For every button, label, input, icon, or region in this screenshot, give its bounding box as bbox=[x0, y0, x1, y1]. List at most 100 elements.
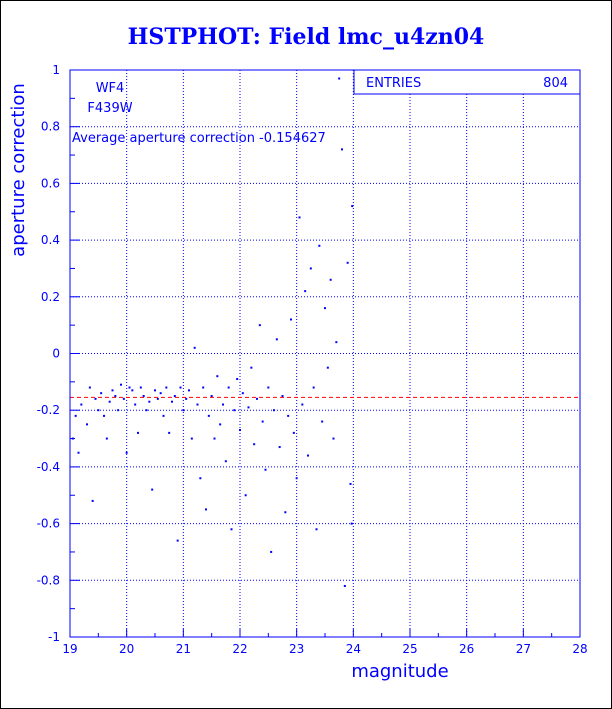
y-tick-label: 0 bbox=[52, 347, 60, 361]
data-point bbox=[216, 375, 219, 378]
data-point bbox=[171, 400, 173, 403]
data-point bbox=[128, 386, 131, 389]
average-annotation: Average aperture correction -0.154627 bbox=[72, 131, 326, 146]
data-point bbox=[264, 468, 267, 471]
data-point bbox=[165, 386, 168, 389]
x-tick-label: 24 bbox=[346, 642, 361, 656]
data-point bbox=[114, 395, 117, 398]
data-points bbox=[71, 77, 354, 587]
data-point bbox=[103, 414, 105, 417]
data-point bbox=[97, 409, 100, 412]
data-point bbox=[205, 508, 207, 511]
data-point bbox=[185, 397, 188, 400]
data-point bbox=[145, 409, 148, 412]
y-tick-label: 0.2 bbox=[41, 290, 60, 304]
data-point bbox=[324, 307, 326, 310]
data-point bbox=[329, 278, 332, 281]
data-point bbox=[117, 409, 120, 412]
data-point bbox=[258, 324, 261, 327]
y-tick-label: -0.2 bbox=[37, 403, 60, 417]
y-tick-label: 0.8 bbox=[41, 120, 60, 134]
data-point bbox=[244, 494, 247, 497]
data-point bbox=[292, 431, 295, 434]
data-point bbox=[326, 366, 329, 369]
x-tick-label: 20 bbox=[119, 642, 134, 656]
data-point bbox=[74, 414, 77, 417]
y-tick-label: 0.6 bbox=[41, 176, 60, 190]
data-point bbox=[315, 528, 318, 531]
data-point bbox=[105, 437, 108, 440]
data-point bbox=[190, 437, 193, 440]
data-point bbox=[91, 499, 94, 502]
y-tick-label: 0.4 bbox=[41, 233, 60, 247]
x-tick-label: 21 bbox=[176, 642, 191, 656]
data-point bbox=[151, 488, 154, 491]
y-tick-label: 1 bbox=[52, 63, 60, 77]
data-point bbox=[193, 346, 196, 349]
data-point bbox=[122, 397, 125, 400]
x-tick-label: 25 bbox=[402, 642, 417, 656]
stats-box bbox=[353, 69, 581, 95]
data-point bbox=[227, 386, 230, 389]
data-point bbox=[284, 511, 287, 514]
data-point bbox=[219, 423, 222, 426]
data-point bbox=[309, 267, 312, 270]
data-point bbox=[298, 216, 301, 219]
data-point bbox=[278, 446, 281, 449]
data-point bbox=[307, 454, 309, 457]
data-point bbox=[134, 403, 137, 406]
data-point bbox=[312, 386, 315, 389]
data-point bbox=[94, 397, 97, 400]
grid bbox=[69, 69, 581, 638]
x-tick-label: 19 bbox=[62, 642, 77, 656]
data-point bbox=[349, 482, 352, 485]
data-point bbox=[351, 205, 354, 208]
y-tick-label: -0.8 bbox=[37, 573, 60, 587]
data-point bbox=[304, 290, 307, 293]
data-point bbox=[350, 522, 353, 525]
chart-title: HSTPHOT: Field lmc_u4zn04 bbox=[127, 24, 485, 50]
x-tick-label: 27 bbox=[516, 642, 531, 656]
data-point bbox=[230, 528, 233, 531]
data-point bbox=[332, 437, 335, 440]
data-point bbox=[213, 437, 216, 440]
data-point bbox=[341, 148, 343, 151]
data-point bbox=[188, 389, 190, 392]
x-tick-label: 28 bbox=[572, 642, 587, 656]
data-point bbox=[111, 389, 114, 392]
data-point bbox=[120, 383, 122, 386]
data-point bbox=[199, 477, 202, 480]
data-point bbox=[222, 403, 224, 406]
data-point bbox=[173, 395, 176, 398]
data-point bbox=[100, 392, 103, 395]
data-point bbox=[179, 386, 182, 389]
data-point bbox=[86, 423, 88, 426]
stats-entries-label: ENTRIES bbox=[366, 76, 421, 91]
data-point bbox=[176, 539, 179, 542]
data-point bbox=[77, 451, 80, 454]
data-point bbox=[321, 420, 324, 423]
data-point bbox=[80, 403, 83, 406]
data-point bbox=[275, 338, 278, 341]
data-point bbox=[343, 584, 346, 587]
data-point bbox=[88, 386, 91, 389]
data-point bbox=[295, 477, 298, 480]
data-point bbox=[224, 460, 227, 463]
data-point bbox=[125, 451, 128, 454]
axes: 19 20 21 22 23 24 25 26 27 28 -1 -0.8 -0.6 -0.4 -0.2 0 0… bbox=[8, 63, 588, 682]
x-tick-label: 26 bbox=[459, 642, 474, 656]
data-point bbox=[247, 406, 250, 409]
data-point bbox=[207, 414, 210, 417]
data-point bbox=[287, 414, 290, 417]
y-tick-label: -0.6 bbox=[37, 517, 60, 531]
data-point bbox=[168, 431, 171, 434]
x-tick-label: 22 bbox=[232, 642, 247, 656]
data-point bbox=[239, 429, 241, 432]
data-point bbox=[281, 395, 284, 398]
data-point bbox=[241, 392, 244, 395]
data-point bbox=[253, 443, 256, 446]
data-point bbox=[250, 366, 253, 369]
data-point bbox=[142, 395, 145, 398]
data-point bbox=[301, 403, 304, 406]
